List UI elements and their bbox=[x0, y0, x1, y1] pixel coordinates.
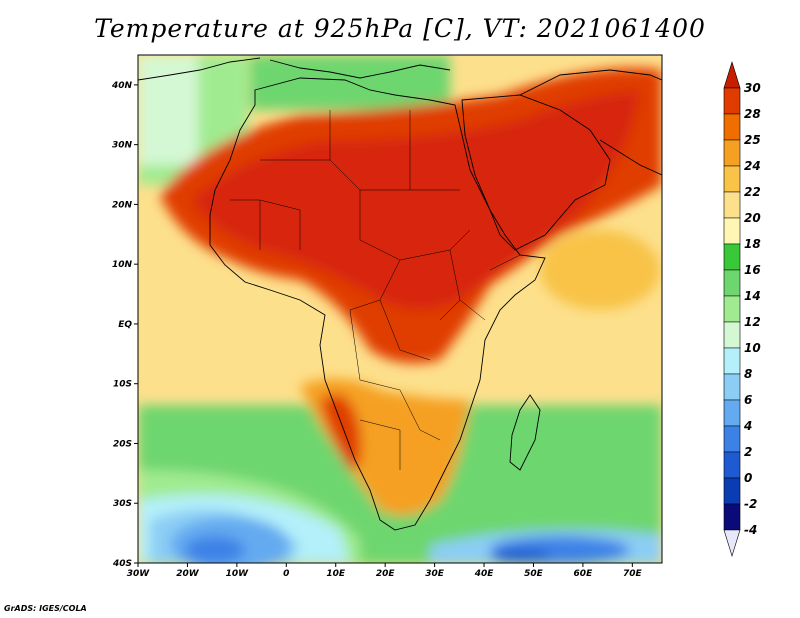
country-borders bbox=[230, 110, 521, 470]
latitude-axis: 40N 30N 20N 10N EQ 10S 20S 30S 40S bbox=[111, 81, 138, 569]
lon-tick-label: 50E bbox=[524, 569, 544, 579]
chart-title: Temperature at 925hPa [C], VT: 202106140… bbox=[94, 14, 706, 43]
lat-tick-label: 40N bbox=[111, 81, 133, 91]
colorbar-segment bbox=[723, 529, 741, 558]
lon-tick-label: 10W bbox=[226, 569, 250, 579]
colorbar-segment bbox=[723, 243, 741, 271]
colorbar-label: 10 bbox=[744, 341, 761, 355]
lon-tick-label: 20W bbox=[176, 569, 200, 579]
colorbar-segment bbox=[723, 347, 741, 375]
colorbar-label: 4 bbox=[743, 419, 752, 433]
lat-tick-label: 20S bbox=[113, 439, 132, 449]
colorbar-segment bbox=[723, 477, 741, 505]
lat-tick-label: 10S bbox=[113, 380, 132, 390]
colorbar-segment bbox=[723, 191, 741, 219]
colorbar-label: 24 bbox=[744, 159, 761, 173]
colorbar-segment bbox=[723, 295, 741, 323]
longitude-axis: 30W 20W 10W 0 10E 20E 30E 40E 50E 60E 70E bbox=[127, 563, 643, 579]
colorbar-label: 18 bbox=[744, 237, 761, 251]
lon-tick-label: 10E bbox=[326, 569, 346, 579]
colorbar-label: 12 bbox=[744, 315, 761, 329]
colorbar-label: 2 bbox=[744, 445, 752, 459]
colorbar-label: 20 bbox=[744, 211, 761, 225]
colorbar-segment bbox=[723, 425, 741, 453]
lon-tick-label: 60E bbox=[574, 569, 594, 579]
colorbar-segment bbox=[723, 60, 741, 89]
lon-tick-label: 40E bbox=[474, 569, 495, 579]
colorbar-segment bbox=[723, 113, 741, 141]
colorbar-label: 8 bbox=[744, 367, 752, 381]
lon-tick-label: 20E bbox=[376, 569, 396, 579]
colorbar-segment bbox=[723, 217, 741, 245]
lat-tick-label: 20N bbox=[112, 200, 133, 210]
madagascar bbox=[509, 394, 541, 471]
colorbar-label: -2 bbox=[744, 497, 757, 511]
colorbar-label: 22 bbox=[744, 185, 761, 199]
africa-coastline bbox=[209, 77, 546, 531]
colorbar-label: 6 bbox=[744, 393, 752, 407]
colorbar-segment bbox=[723, 451, 741, 479]
lat-tick-label: 10N bbox=[112, 260, 133, 270]
lon-tick-label: 30E bbox=[425, 569, 445, 579]
colorbar-label: 0 bbox=[744, 471, 752, 485]
colorbar-label: 14 bbox=[744, 289, 761, 303]
colorbar-segment bbox=[723, 399, 741, 427]
colorbar-segment bbox=[723, 87, 741, 115]
lat-tick-label: 40S bbox=[112, 559, 132, 569]
colorbar-segment bbox=[723, 269, 741, 297]
lat-tick-label: EQ bbox=[118, 320, 132, 330]
lat-tick-label: 30N bbox=[112, 141, 133, 151]
colorbar-segment bbox=[723, 503, 741, 531]
middle-east-coast bbox=[519, 69, 662, 176]
lon-tick-label: 30W bbox=[127, 569, 151, 579]
colorbar-segment bbox=[723, 321, 741, 349]
colorbar-segment bbox=[723, 139, 741, 167]
colorbar-label: -4 bbox=[744, 523, 757, 537]
colorbar-segment bbox=[723, 165, 741, 193]
lon-tick-label: 0 bbox=[283, 569, 289, 579]
colorbar-label: 16 bbox=[744, 263, 761, 277]
temperature-field bbox=[138, 55, 662, 563]
colorbar-label: 30 bbox=[744, 81, 761, 95]
colorbar-label: 28 bbox=[744, 107, 761, 121]
lon-tick-label: 70E bbox=[623, 569, 643, 579]
colorbar-segment bbox=[723, 373, 741, 401]
lat-tick-label: 30S bbox=[113, 499, 132, 509]
europe-coast bbox=[138, 57, 451, 81]
plot-frame bbox=[137, 54, 663, 564]
coastlines bbox=[138, 57, 662, 531]
colorbar-label: 25 bbox=[744, 133, 761, 147]
arabian-peninsula bbox=[461, 94, 611, 251]
grads-credit: GrADS: IGES/COLA bbox=[4, 604, 87, 613]
